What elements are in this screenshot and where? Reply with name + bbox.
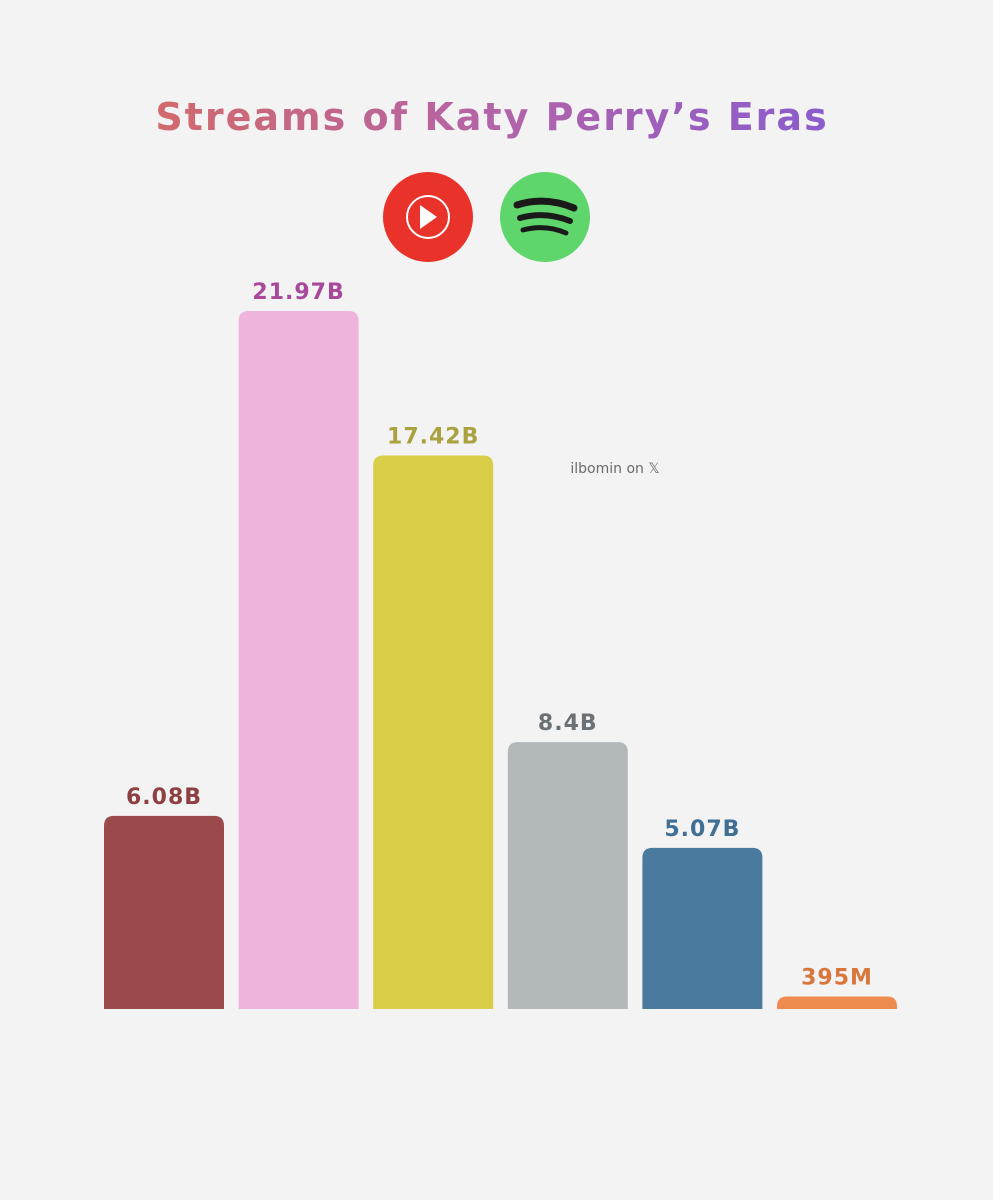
bar bbox=[238, 311, 359, 1009]
bar bbox=[777, 996, 897, 1009]
value-label: 395M bbox=[801, 965, 873, 990]
bar bbox=[373, 455, 494, 1009]
value-label: 8.4B bbox=[538, 711, 598, 736]
value-label: 6.08B bbox=[126, 785, 202, 810]
bar bbox=[642, 847, 763, 1009]
value-label: 5.07B bbox=[664, 817, 740, 842]
youtube-music-icon bbox=[383, 172, 473, 262]
value-label: 17.42B bbox=[387, 425, 479, 450]
value-label: 21.97B bbox=[252, 280, 344, 305]
bar bbox=[507, 742, 628, 1009]
chart-title: Streams of Katy Perry’s Eras bbox=[155, 95, 828, 139]
bar bbox=[104, 815, 224, 1009]
spotify-icon bbox=[500, 172, 590, 262]
watermark: ilbomin on 𝕏 bbox=[570, 461, 659, 477]
